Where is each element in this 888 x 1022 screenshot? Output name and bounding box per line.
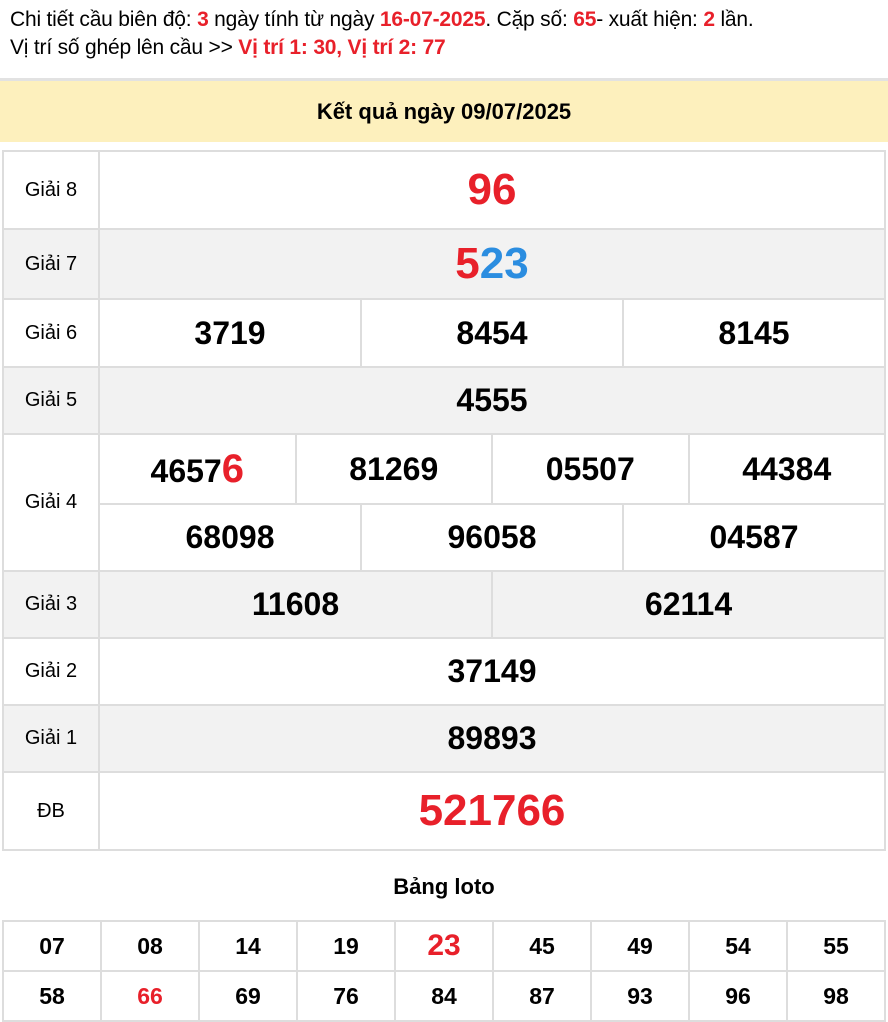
loto-cell: 93 xyxy=(590,970,690,1022)
prize-3-value: 62114 xyxy=(491,570,886,639)
prize-7-value: 523 xyxy=(98,228,886,300)
prize-6-value: 3719 xyxy=(98,298,362,368)
prize-label: Giải 5 xyxy=(2,366,100,435)
loto-cell: 84 xyxy=(394,970,494,1022)
prize-4-value: 44384 xyxy=(687,433,886,505)
prize-6-value: 8454 xyxy=(360,298,624,368)
prize-4-value: 68098 xyxy=(98,503,362,572)
loto-cell: 07 xyxy=(2,920,102,972)
results-table: Giải 8 96 Giải 7 523 Giải 6 3719 8454 8145 Gi… xyxy=(2,150,886,851)
loto-cell: 87 xyxy=(492,970,592,1022)
info-text: . Cặp số: xyxy=(485,8,574,31)
prize-label: Giải 7 xyxy=(2,228,100,300)
loto-title: Bảng loto xyxy=(393,874,495,899)
info-text: ngày tính từ ngày xyxy=(208,8,380,31)
prize-8-value: 96 xyxy=(98,150,886,230)
prize-4-value: 04587 xyxy=(622,503,886,572)
loto-cell: 76 xyxy=(296,970,396,1022)
prize-label: Giải 8 xyxy=(2,150,100,230)
bridge-info: Chi tiết cầu biên độ: 3 ngày tính từ ngà… xyxy=(10,6,754,62)
prize-5-value: 4555 xyxy=(98,366,886,435)
prize-4-main: 4657 xyxy=(150,452,222,489)
loto-cell: 96 xyxy=(688,970,788,1022)
prize-label: ĐB xyxy=(2,771,100,851)
info-text: lần. xyxy=(714,8,754,31)
date-value: 16-07-2025 xyxy=(379,8,486,31)
position-value: Vị trí 1: 30, Vị trí 2: 77 xyxy=(238,36,446,59)
prize-label: Giải 2 xyxy=(2,637,100,706)
info-text: Chi tiết cầu biên độ: xyxy=(10,8,198,31)
loto-cell: 55 xyxy=(786,920,886,972)
prize-1-value: 89893 xyxy=(98,704,886,773)
prize-label: Giải 1 xyxy=(2,704,100,773)
prize-7-rest: 23 xyxy=(479,239,529,288)
count-value: 2 xyxy=(703,8,715,31)
prize-2-value: 37149 xyxy=(98,637,886,706)
loto-cell: 45 xyxy=(492,920,592,972)
loto-cell: 49 xyxy=(590,920,690,972)
loto-table: 07 08 14 19 23 45 49 54 55 58 66 69 76 84 87 93 96 98 xyxy=(2,920,886,1022)
prize-4-value: 96058 xyxy=(360,503,624,572)
loto-cell: 54 xyxy=(688,920,788,972)
loto-cell: 23 xyxy=(394,920,494,972)
info-text: Vị trí số ghép lên cầu >> xyxy=(10,36,239,59)
result-header: Kết quả ngày 09/07/2025 xyxy=(0,78,888,142)
loto-cell: 14 xyxy=(198,920,298,972)
loto-cell: 08 xyxy=(100,920,200,972)
prize-4-value: 46576 xyxy=(98,433,297,505)
loto-cell: 98 xyxy=(786,970,886,1022)
prize-4-highlight: 6 xyxy=(221,446,244,491)
loto-cell: 69 xyxy=(198,970,298,1022)
loto-cell: 58 xyxy=(2,970,102,1022)
prize-4-value: 05507 xyxy=(491,433,690,505)
info-text: - xuất hiện: xyxy=(596,8,704,31)
prize-4-value: 81269 xyxy=(294,433,493,505)
pair-value: 65 xyxy=(573,8,597,31)
prize-3-value: 11608 xyxy=(98,570,493,639)
prize-label: Giải 4 xyxy=(2,433,100,572)
loto-cell: 66 xyxy=(100,970,200,1022)
loto-cell: 19 xyxy=(296,920,396,972)
prize-label: Giải 6 xyxy=(2,298,100,368)
days-value: 3 xyxy=(197,8,209,31)
prize-label: Giải 3 xyxy=(2,570,100,639)
prize-6-value: 8145 xyxy=(622,298,886,368)
special-prize-value: 521766 xyxy=(98,771,886,851)
prize-7-highlight: 5 xyxy=(455,239,480,288)
